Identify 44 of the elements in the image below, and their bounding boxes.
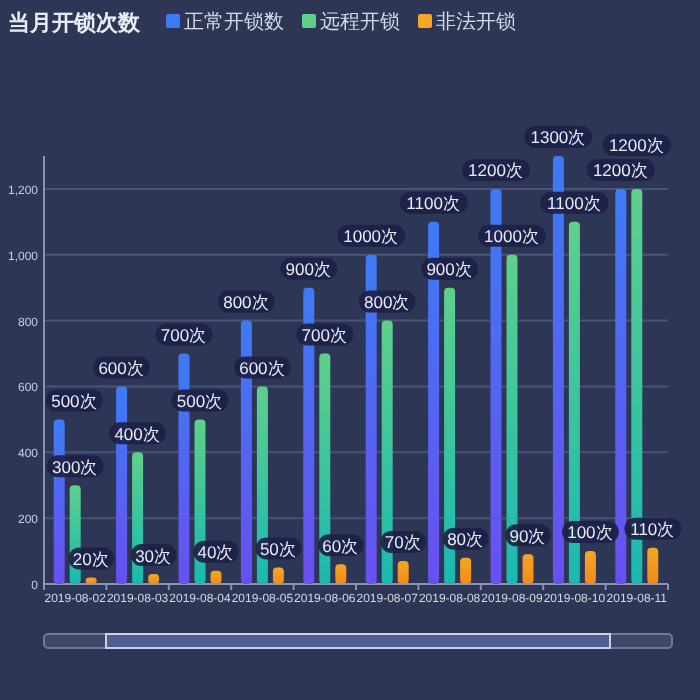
bar	[584, 551, 596, 584]
bar	[647, 547, 659, 584]
data-label: 900次	[285, 259, 332, 280]
bar	[210, 570, 222, 584]
data-label: 1200次	[592, 160, 649, 181]
data-label: 400次	[114, 423, 161, 444]
legend-label: 远程开锁	[320, 10, 400, 34]
data-label: 20次	[72, 548, 110, 569]
data-label: 80次	[447, 529, 485, 550]
data-label: 1000次	[343, 226, 400, 247]
data-label: 1200次	[468, 160, 524, 181]
data-label: 100次	[567, 522, 614, 543]
data-label: 600次	[239, 357, 286, 378]
data-label: 1100次	[406, 193, 461, 214]
bar	[272, 567, 284, 584]
legend-label: 正常开锁数	[184, 10, 284, 34]
data-label: 90次	[509, 525, 547, 546]
bar	[460, 557, 472, 584]
data-label: 30次	[135, 545, 173, 566]
bar	[397, 560, 409, 584]
data-label: 1200次	[608, 135, 665, 156]
data-label: 1300次	[530, 127, 587, 148]
data-label: 900次	[426, 259, 473, 280]
legend-label: 非法开锁	[436, 10, 516, 34]
data-label: 70次	[384, 532, 422, 553]
data-label: 700次	[301, 324, 348, 345]
data-label: 500次	[51, 390, 98, 411]
data-label: 800次	[364, 292, 411, 313]
data-label: 1000次	[484, 226, 540, 247]
data-label: 60次	[322, 535, 360, 556]
bar	[335, 564, 347, 584]
data-label: 40次	[197, 542, 235, 563]
data-label: 300次	[52, 456, 99, 477]
bar	[615, 188, 627, 584]
data-label: 1100次	[547, 193, 602, 214]
data-label: 110次	[630, 519, 676, 540]
data-label: 600次	[98, 357, 145, 378]
data-label: 500次	[176, 390, 224, 411]
data-label: 800次	[223, 292, 270, 313]
bar	[148, 574, 160, 584]
bar	[522, 554, 534, 584]
data-label: 700次	[160, 324, 208, 345]
data-label: 50次	[259, 538, 297, 559]
chart-title: 当月开锁次数	[8, 10, 142, 36]
